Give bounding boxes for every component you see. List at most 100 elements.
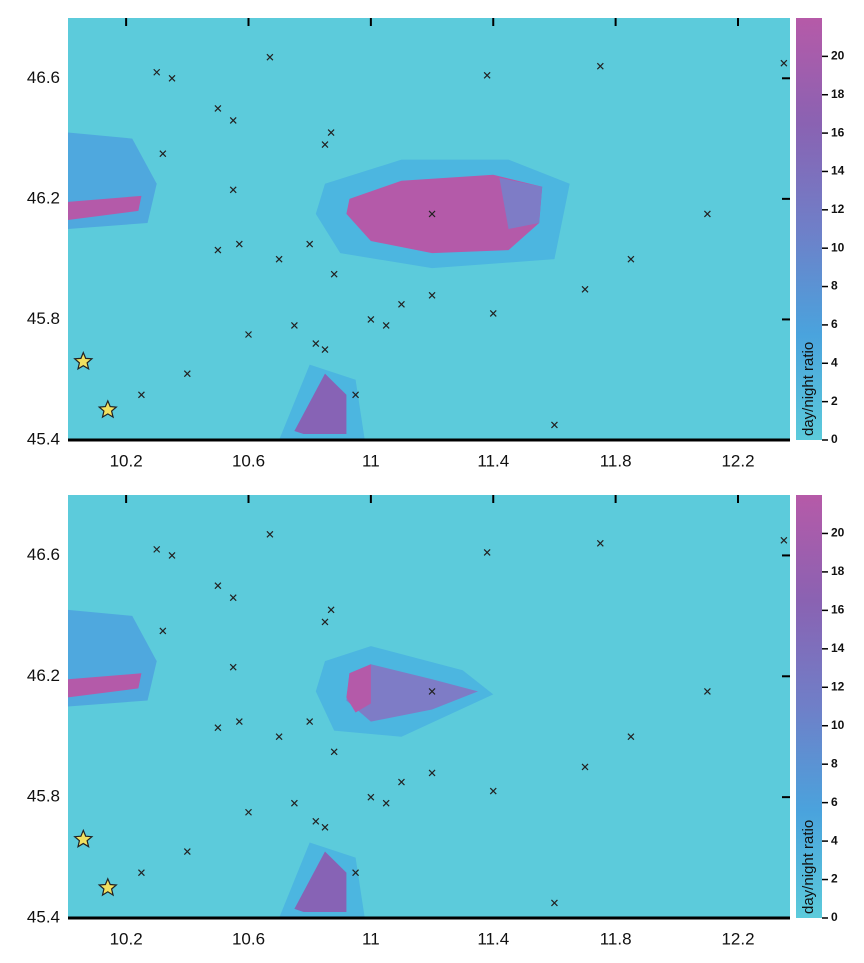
event-marker bbox=[159, 627, 167, 635]
x-tick-label: 10.6 bbox=[232, 451, 265, 470]
ratio-region bbox=[68, 195, 142, 220]
ratio-region bbox=[346, 174, 543, 254]
event-marker bbox=[312, 817, 320, 825]
y-tick-label: 45.4 bbox=[27, 907, 60, 926]
event-marker bbox=[321, 823, 329, 831]
event-marker bbox=[780, 59, 788, 67]
event-marker bbox=[229, 186, 237, 194]
colorbar-tick-label: 6 bbox=[831, 795, 838, 809]
event-marker bbox=[398, 778, 405, 786]
event-marker bbox=[275, 733, 283, 741]
colorbar-tick-label: 20 bbox=[831, 526, 845, 540]
event-marker bbox=[229, 663, 237, 671]
y-tick-label: 45.8 bbox=[27, 787, 60, 806]
y-tick-label: 46.6 bbox=[27, 68, 60, 87]
colorbar-tick-label: 4 bbox=[831, 833, 838, 847]
station-star bbox=[73, 828, 94, 848]
event-marker bbox=[153, 545, 161, 553]
colorbar-tick-label: 6 bbox=[831, 317, 838, 331]
event-marker bbox=[581, 285, 589, 293]
x-tick-label: 10.6 bbox=[232, 929, 265, 948]
y-tick-label: 46.2 bbox=[27, 188, 60, 207]
colorbar-tick-label: 4 bbox=[831, 355, 838, 369]
event-marker bbox=[428, 687, 436, 695]
event-marker bbox=[352, 869, 360, 877]
x-tick-label: 11.4 bbox=[477, 451, 509, 470]
y-tick-label: 46.6 bbox=[27, 545, 60, 564]
colorbar-tick-label: 2 bbox=[831, 394, 838, 408]
event-marker bbox=[551, 899, 558, 907]
map-layer bbox=[68, 530, 788, 918]
y-tick-label: 46.2 bbox=[27, 666, 60, 685]
colorbar-tick-label: 8 bbox=[831, 279, 838, 293]
colorbar-label: day/night ratio bbox=[800, 820, 817, 914]
event-marker bbox=[382, 322, 390, 329]
x-tick-label: 11.4 bbox=[477, 929, 509, 948]
event-marker bbox=[306, 718, 314, 726]
event-marker bbox=[306, 240, 314, 248]
event-marker bbox=[229, 594, 237, 602]
event-marker bbox=[321, 346, 329, 353]
ratio-region bbox=[294, 851, 347, 912]
event-marker bbox=[275, 255, 283, 263]
event-marker bbox=[137, 391, 145, 399]
colorbar: 0 2 4 6 8 10 12 14 16 18 20 day/night ratio bbox=[796, 18, 845, 446]
event-marker bbox=[321, 618, 329, 626]
colorbar-tick-label: 10 bbox=[831, 718, 845, 732]
event-marker bbox=[398, 300, 405, 308]
station-star bbox=[73, 351, 94, 371]
colorbar-tick-label: 18 bbox=[831, 87, 845, 101]
x-tick-label: 10.2 bbox=[110, 929, 143, 948]
x-tick-label: 12.2 bbox=[721, 451, 754, 470]
event-marker bbox=[327, 129, 335, 136]
event-marker bbox=[352, 391, 360, 399]
colorbar-tick-label: 12 bbox=[831, 202, 845, 216]
colorbar-tick-label: 8 bbox=[831, 756, 838, 770]
event-marker bbox=[159, 150, 167, 158]
event-marker bbox=[214, 582, 222, 590]
colorbar-tick-label: 10 bbox=[831, 240, 845, 254]
panel: 10.2 10.6 11 11.4 11.8 12.2 45.4 45.8 46.2 46.6 0 2… bbox=[27, 18, 845, 470]
event-marker bbox=[290, 322, 298, 329]
colorbar-body bbox=[796, 495, 822, 918]
event-marker bbox=[312, 340, 320, 347]
event-marker bbox=[214, 724, 222, 732]
event-marker bbox=[153, 68, 161, 76]
event-marker bbox=[581, 763, 589, 771]
event-marker bbox=[483, 71, 491, 79]
event-marker bbox=[483, 548, 491, 556]
event-marker bbox=[229, 117, 237, 124]
event-marker bbox=[266, 53, 274, 61]
event-marker bbox=[168, 552, 176, 559]
panel: 10.2 10.6 11 11.4 11.8 12.2 45.4 45.8 46.2 46.6 0 2… bbox=[27, 495, 845, 948]
colorbar-tick-label: 20 bbox=[831, 49, 845, 63]
event-marker bbox=[214, 246, 222, 254]
event-marker bbox=[596, 62, 604, 70]
event-marker bbox=[703, 210, 711, 218]
event-marker bbox=[235, 718, 243, 726]
colorbar-label: day/night ratio bbox=[800, 342, 817, 436]
x-tick-label: 10.2 bbox=[110, 451, 143, 470]
colorbar-tick-label: 14 bbox=[831, 641, 845, 655]
x-tick-label: 11 bbox=[362, 451, 380, 470]
event-marker bbox=[330, 270, 338, 278]
event-marker bbox=[183, 370, 191, 378]
colorbar-tick-label: 16 bbox=[831, 603, 845, 617]
event-marker bbox=[367, 316, 375, 323]
y-tick-label: 45.8 bbox=[27, 309, 60, 328]
event-marker bbox=[780, 536, 788, 544]
event-marker bbox=[290, 799, 298, 807]
event-marker bbox=[235, 240, 243, 248]
x-tick-label: 11 bbox=[362, 929, 380, 948]
x-tick-label: 12.2 bbox=[721, 929, 754, 948]
event-marker bbox=[168, 74, 176, 82]
colorbar-tick-label: 12 bbox=[831, 679, 845, 693]
colorbar-tick-label: 14 bbox=[831, 164, 845, 178]
event-marker bbox=[489, 309, 497, 317]
event-marker bbox=[137, 869, 145, 877]
event-marker bbox=[428, 769, 436, 777]
colorbar-body bbox=[796, 18, 822, 440]
event-marker bbox=[327, 606, 335, 614]
y-tick-label: 45.4 bbox=[27, 429, 60, 448]
event-marker bbox=[428, 291, 436, 299]
